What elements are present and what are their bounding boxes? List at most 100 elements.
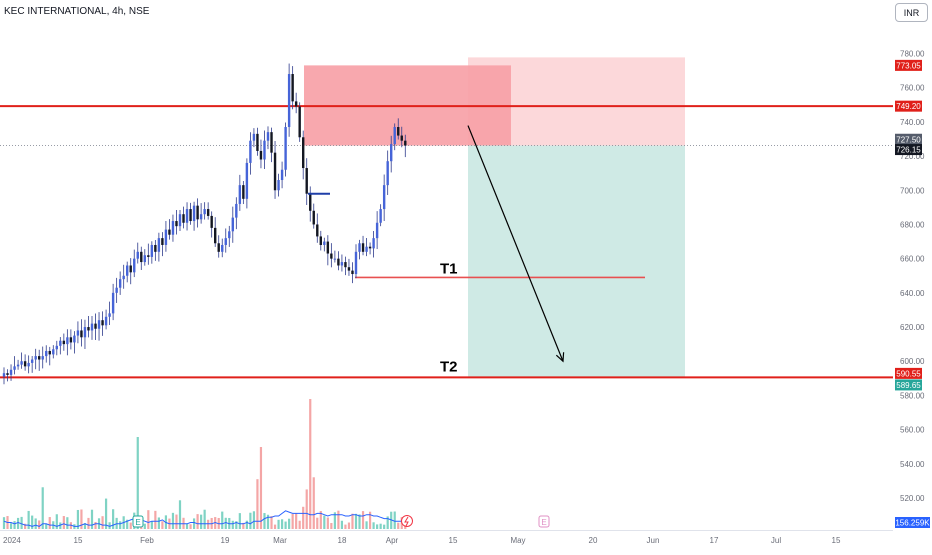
candle[interactable] [347,258,351,276]
candle[interactable] [80,319,83,347]
candle[interactable] [118,271,122,295]
candle[interactable] [97,312,101,341]
candle[interactable] [382,174,386,221]
candle[interactable] [344,256,347,276]
candle[interactable] [41,346,44,369]
candle[interactable] [55,340,58,356]
earnings-event-marker[interactable]: E [538,515,550,528]
candle[interactable] [270,127,273,163]
candle[interactable] [404,134,407,158]
candle[interactable] [38,349,41,371]
candle[interactable] [266,126,270,150]
candle[interactable] [284,122,287,177]
candle[interactable] [375,211,379,250]
candle[interactable] [217,235,220,258]
candle[interactable] [126,261,129,283]
candle[interactable] [111,283,115,321]
candle[interactable] [365,237,368,257]
candle[interactable] [277,173,280,197]
candle[interactable] [238,174,242,211]
earnings-event-marker[interactable]: E [132,515,144,528]
candle[interactable] [242,180,245,205]
candle[interactable] [354,244,358,279]
candle[interactable] [298,102,301,142]
candle[interactable] [45,345,48,363]
candle[interactable] [333,250,337,263]
candle[interactable] [330,243,333,268]
candle[interactable] [2,367,6,385]
candle[interactable] [358,239,361,260]
candle[interactable] [228,225,231,247]
candle[interactable] [6,369,9,382]
candle[interactable] [351,262,354,284]
candle[interactable] [30,356,34,373]
candle[interactable] [259,139,263,169]
candle[interactable] [316,213,319,243]
candle[interactable] [361,235,365,256]
candle[interactable] [390,135,393,173]
candle[interactable] [157,232,161,262]
candle[interactable] [27,355,30,374]
candle[interactable] [23,354,27,371]
candle[interactable] [101,311,104,336]
candle[interactable] [231,206,234,243]
candle[interactable] [129,258,132,285]
candle[interactable] [136,242,139,264]
candle[interactable] [168,219,171,240]
candle[interactable] [305,158,308,206]
candle[interactable] [379,204,382,227]
candle[interactable] [150,241,154,264]
candle[interactable] [87,316,90,338]
candle[interactable] [175,209,178,235]
candle[interactable] [323,237,326,252]
candle[interactable] [199,203,203,224]
candle[interactable] [13,356,16,375]
candle[interactable] [48,346,51,366]
candle[interactable] [164,221,168,252]
candle[interactable] [196,198,199,228]
candle[interactable] [147,243,150,265]
candle[interactable] [154,239,157,261]
candle[interactable] [263,130,266,169]
candle[interactable] [235,197,238,230]
candle[interactable] [273,141,277,199]
candle[interactable] [368,242,372,255]
candle[interactable] [9,364,13,381]
candle[interactable] [280,161,284,189]
currency-button[interactable]: INR [895,3,928,22]
candle[interactable] [221,238,224,258]
candle[interactable] [252,128,256,148]
candle[interactable] [214,217,217,247]
candle[interactable] [340,254,344,272]
candle[interactable] [189,202,192,225]
candle[interactable] [104,309,108,330]
candle[interactable] [59,337,62,355]
candle[interactable] [108,301,111,325]
candle[interactable] [206,202,210,220]
candle[interactable] [309,186,312,222]
candle[interactable] [90,315,94,340]
candle[interactable] [291,66,294,110]
candle[interactable] [372,231,375,258]
candle[interactable] [337,251,340,271]
candle[interactable] [386,150,389,195]
candle[interactable] [326,235,330,266]
candle[interactable] [34,348,37,370]
candle[interactable] [83,319,87,349]
candle[interactable] [294,92,298,114]
candle[interactable] [245,158,249,209]
candle[interactable] [397,118,400,140]
candle[interactable] [16,359,20,370]
candle[interactable] [312,203,315,229]
candle[interactable] [203,202,206,220]
candle[interactable] [20,352,23,369]
candle[interactable] [400,126,403,148]
candle[interactable] [185,202,189,231]
candle[interactable] [249,132,252,175]
candle[interactable] [115,277,118,303]
candle[interactable] [94,313,97,340]
projection-arrow[interactable] [467,125,564,362]
candle[interactable] [210,211,213,238]
